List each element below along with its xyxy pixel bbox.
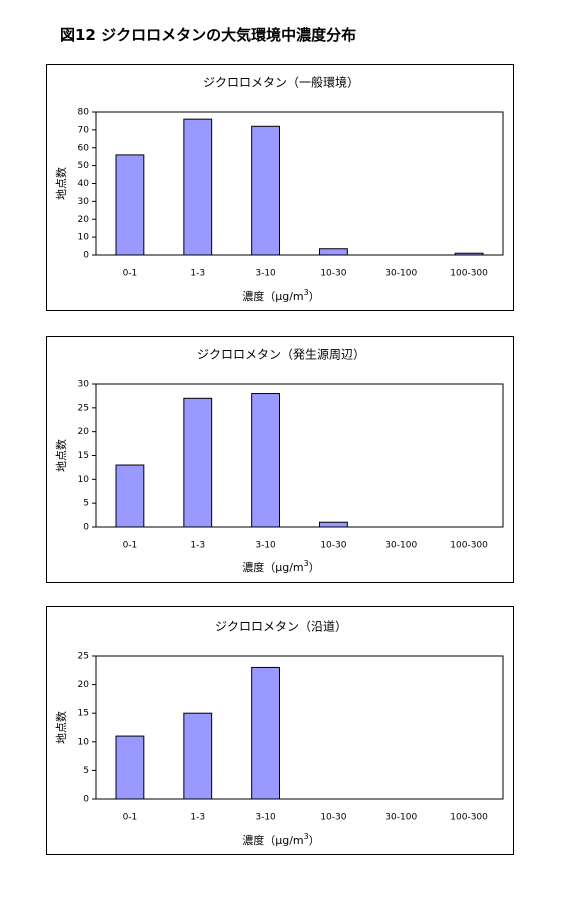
bar-source-1-3 xyxy=(183,397,213,528)
x-axis-label-text: 濃度（μg/m xyxy=(242,289,303,303)
bar-general-0-1 xyxy=(115,154,145,256)
y-tick-label: 20 xyxy=(78,427,90,437)
x-axis-label: 濃度（μg/m3） xyxy=(242,832,320,848)
chart-panel-general: ジクロロメタン（一般環境） 0 10 20 30 40 50 60 70 80 地点数 0-1 1-3 3… xyxy=(46,64,514,311)
y-tick-label: 0 xyxy=(83,795,89,805)
chart-title: ジクロロメタン（沿道） xyxy=(215,620,347,634)
plot-area xyxy=(95,655,504,800)
y-tick-label: 25 xyxy=(78,652,89,662)
y-tick-label: 70 xyxy=(78,125,90,135)
chart-title: ジクロロメタン（一般環境） xyxy=(203,75,359,90)
x-axis-label: 濃度（μg/m3） xyxy=(242,288,320,304)
x-tick-label: 30-100 xyxy=(385,813,417,823)
figure-title: 図12 ジクロロメタンの大気環境中濃度分布 xyxy=(60,26,357,44)
bar-general-10-30 xyxy=(319,248,348,256)
y-axis-label: 地点数 xyxy=(55,439,68,472)
y-tick-label: 5 xyxy=(83,499,89,509)
x-tick-label: 3-10 xyxy=(255,541,276,551)
chart-title: ジクロロメタン（発生源周辺） xyxy=(197,348,365,362)
x-tick-label: 1-3 xyxy=(190,813,205,823)
x-tick-label: 1-3 xyxy=(190,269,205,279)
x-tick-label: 100-300 xyxy=(450,269,488,279)
bar-chart-source: ジクロロメタン（発生源周辺） 0 5 10 15 20 25 30 地点数 0-1 1-3 3-10 1… xyxy=(55,348,504,575)
x-tick-label: 10-30 xyxy=(320,813,346,823)
y-tick-label: 15 xyxy=(78,709,89,719)
y-tick-label: 30 xyxy=(78,197,90,207)
y-tick-label: 80 xyxy=(78,108,90,118)
y-tick-label: 10 xyxy=(78,737,90,747)
x-tick-label: 10-30 xyxy=(320,269,346,279)
x-tick-label: 30-100 xyxy=(385,541,417,551)
y-tick-label: 10 xyxy=(78,233,90,243)
bar-source-3-10 xyxy=(251,393,280,528)
bar-general-1-3 xyxy=(183,118,213,256)
bar-general-100-300 xyxy=(454,252,484,256)
x-axis-label-sup: 3 xyxy=(304,832,309,841)
y-axis-label: 地点数 xyxy=(55,711,68,744)
x-tick-label: 100-300 xyxy=(450,541,488,551)
chart-panel-source: ジクロロメタン（発生源周辺） 0 5 10 15 20 25 30 地点数 0-1 1-3 3-10 1… xyxy=(46,336,514,583)
x-axis-label-end: ） xyxy=(309,834,320,847)
y-tick-label: 50 xyxy=(78,161,90,171)
x-tick-label: 3-10 xyxy=(255,269,276,279)
bar-chart-general: ジクロロメタン（一般環境） 0 10 20 30 40 50 60 70 80 地点数 0-1 1-3 3… xyxy=(55,75,504,304)
x-axis-label-end: ） xyxy=(309,561,320,574)
x-tick-label: 30-100 xyxy=(385,269,417,279)
plot-area xyxy=(95,383,504,528)
x-axis-label-text: 濃度（μg/m xyxy=(242,560,303,574)
bar-source-0-1 xyxy=(115,464,145,528)
bar-roadside-1-3 xyxy=(183,712,213,800)
y-tick-label: 25 xyxy=(78,403,89,413)
x-axis-label: 濃度（μg/m3） xyxy=(242,559,320,575)
x-tick-label: 0-1 xyxy=(123,541,138,551)
y-tick-label: 30 xyxy=(78,380,90,390)
x-tick-label: 100-300 xyxy=(450,813,488,823)
x-tick-label: 0-1 xyxy=(123,813,138,823)
bar-source-10-30 xyxy=(319,521,348,528)
x-axis-label-text: 濃度（μg/m xyxy=(242,833,303,847)
y-tick-label: 5 xyxy=(83,766,89,776)
y-tick-label: 60 xyxy=(78,143,90,153)
x-tick-label: 3-10 xyxy=(255,813,276,823)
x-axis-label-end: ） xyxy=(309,290,320,303)
x-tick-label: 1-3 xyxy=(190,541,205,551)
plot-area xyxy=(95,111,504,256)
y-tick-label: 15 xyxy=(78,451,89,461)
y-axis-label: 地点数 xyxy=(55,167,68,200)
chart-panel-roadside: ジクロロメタン（沿道） 0 5 10 15 20 25 地点数 0-1 1-3 3-10 10-30 3… xyxy=(46,606,514,855)
bar-roadside-0-1 xyxy=(115,735,145,800)
x-tick-label: 10-30 xyxy=(320,541,346,551)
y-tick-label: 0 xyxy=(83,523,89,533)
bar-chart-roadside: ジクロロメタン（沿道） 0 5 10 15 20 25 地点数 0-1 1-3 3-10 10-30 3… xyxy=(55,620,504,848)
y-tick-label: 20 xyxy=(78,215,90,225)
x-tick-label: 0-1 xyxy=(123,269,138,279)
bar-roadside-3-10 xyxy=(251,666,280,800)
y-tick-label: 0 xyxy=(83,251,89,261)
y-tick-label: 40 xyxy=(78,179,90,189)
y-tick-label: 20 xyxy=(78,680,90,690)
x-axis-label-sup: 3 xyxy=(304,559,309,568)
y-tick-label: 10 xyxy=(78,475,90,485)
bar-general-3-10 xyxy=(251,125,280,256)
x-axis-label-sup: 3 xyxy=(304,288,309,297)
